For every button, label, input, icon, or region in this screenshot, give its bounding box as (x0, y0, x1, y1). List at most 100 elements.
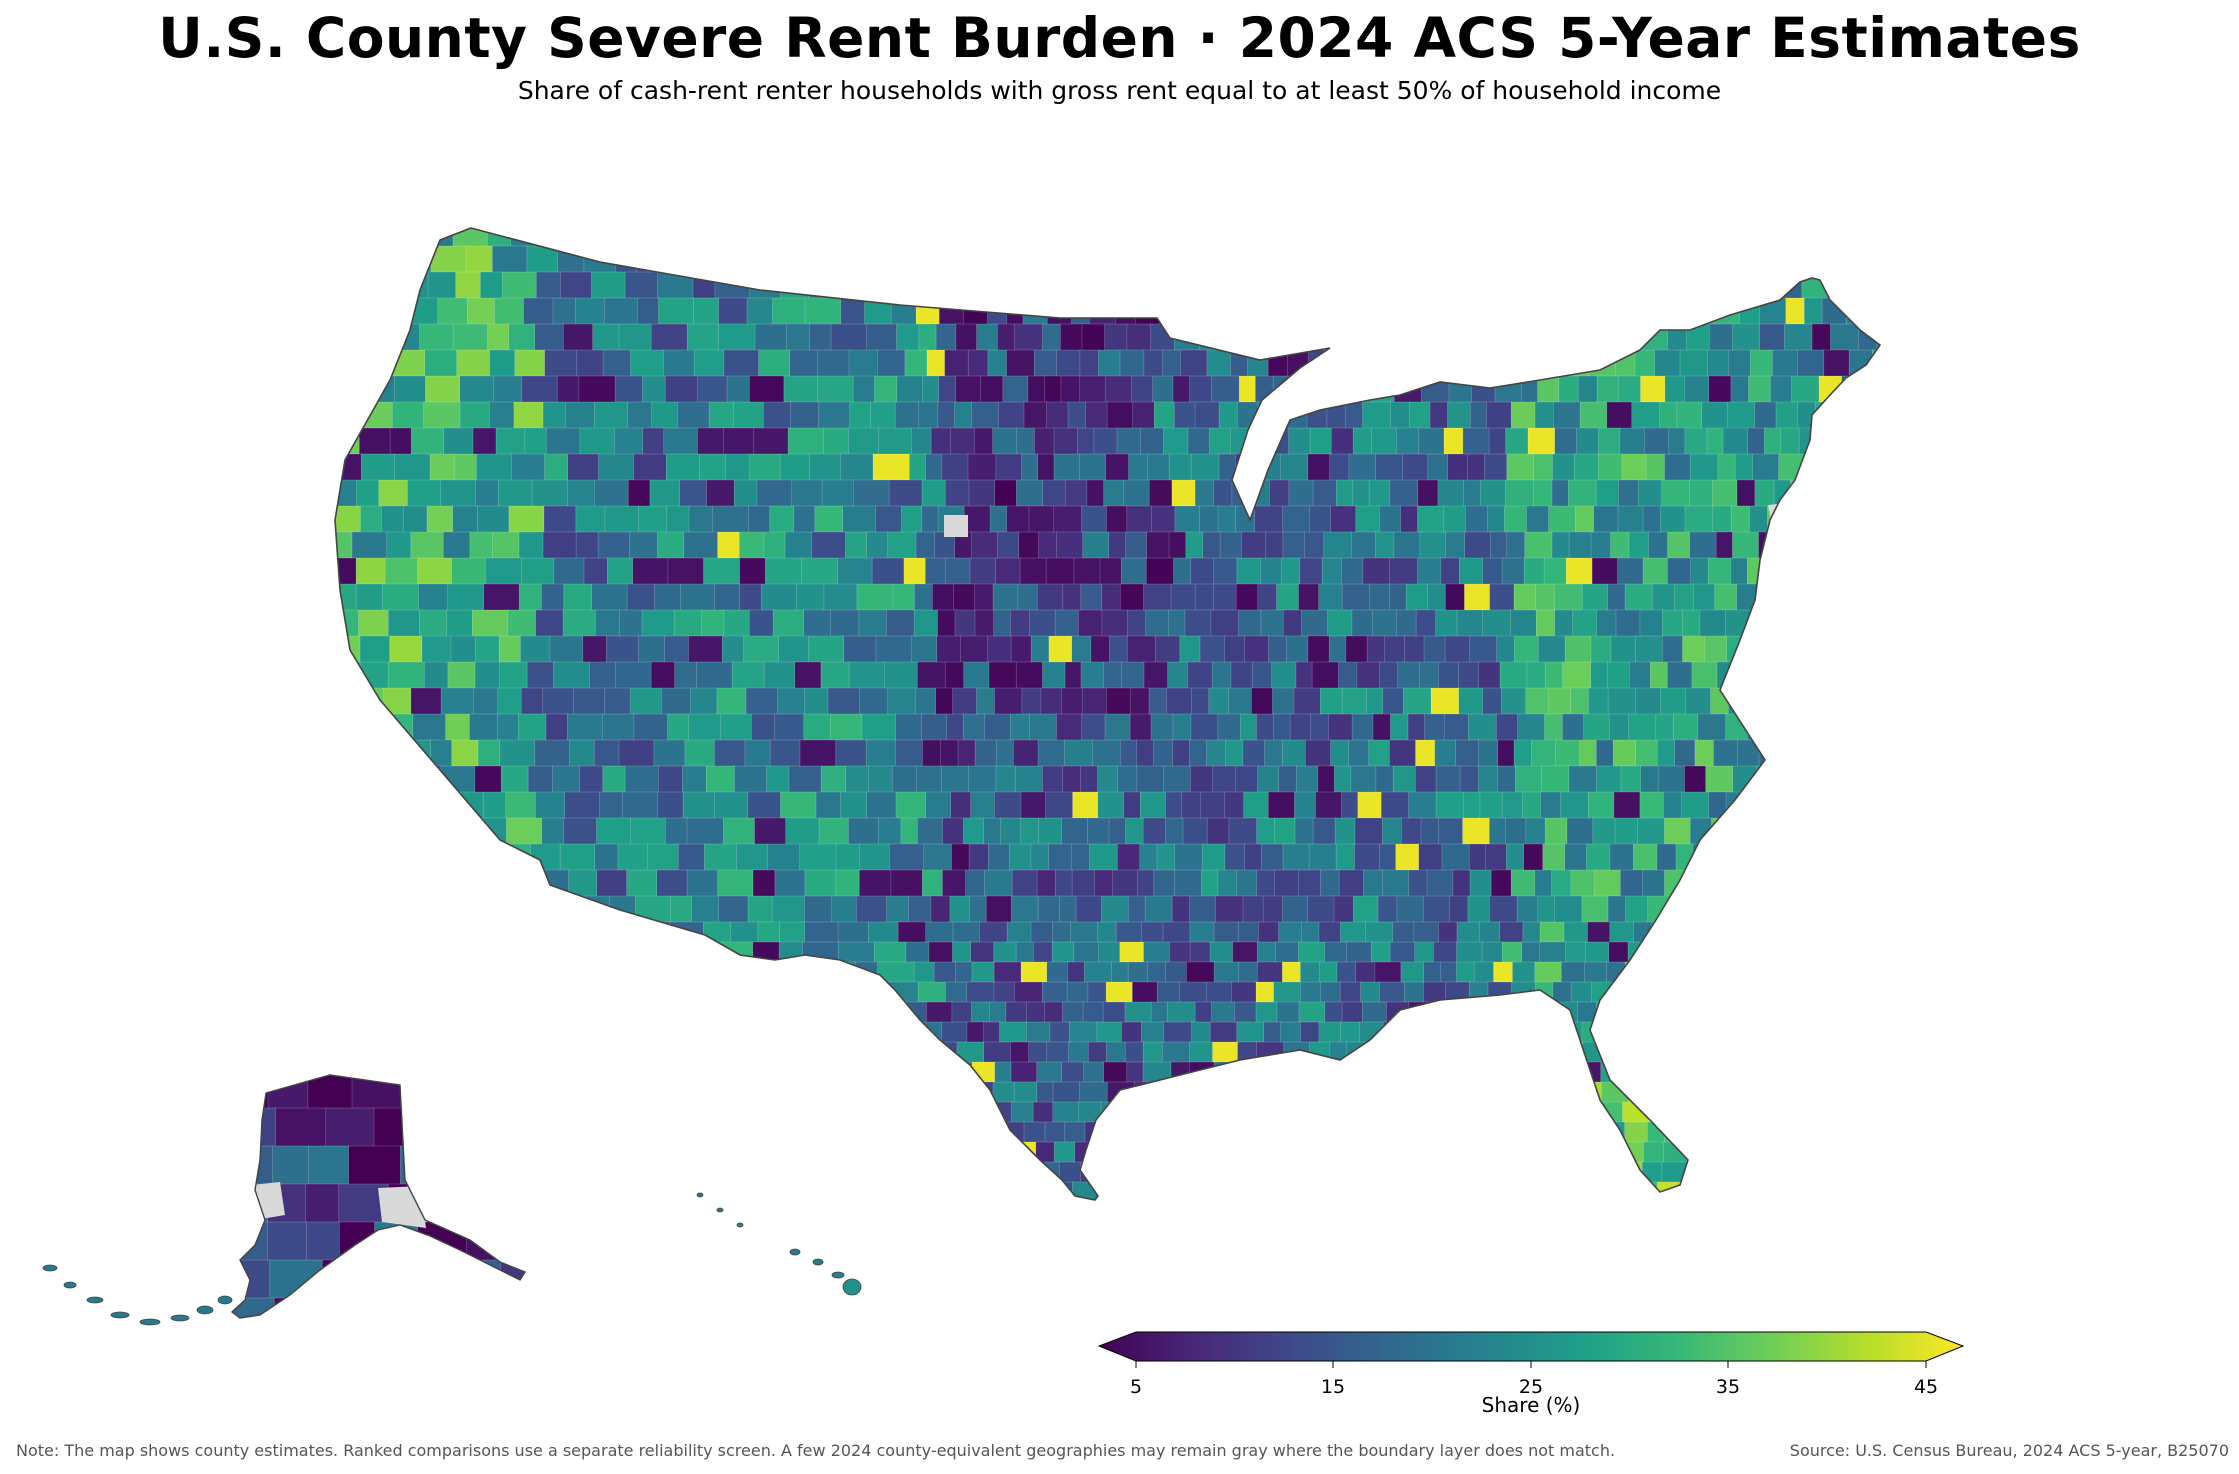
county-cell (1143, 349, 1164, 377)
county-cell (1323, 531, 1352, 559)
county-cell (908, 895, 932, 923)
county-cell (1261, 843, 1284, 871)
county-cell (1123, 791, 1141, 819)
county-cell (1833, 1061, 1858, 1083)
county-cell (714, 791, 749, 819)
county-cell (949, 895, 971, 923)
county-cell (1761, 1161, 1787, 1183)
county-cell (521, 557, 555, 585)
county-cell (1867, 1021, 1880, 1043)
county-cell (656, 869, 688, 897)
county-cell (642, 375, 666, 403)
county-cell (716, 1141, 748, 1163)
county-cell (1068, 1041, 1089, 1063)
county-cell (1123, 479, 1150, 507)
county-cell (1663, 1021, 1686, 1043)
county-cell (1617, 505, 1644, 533)
county-cell (1769, 1121, 1797, 1143)
county-cell (726, 228, 752, 247)
county-cell (1732, 765, 1758, 793)
county-cell (1330, 427, 1354, 455)
county-cell (1396, 609, 1417, 637)
county-cell (937, 401, 956, 429)
county-cell (1596, 1001, 1625, 1023)
county-cell (983, 817, 1002, 845)
county-cell (1555, 739, 1581, 767)
county-cell (1135, 297, 1161, 325)
county-cell (1616, 1161, 1643, 1183)
colorbar-tick: 15 (1320, 1376, 1346, 1398)
county-cell (1433, 1081, 1457, 1103)
county-cell (1675, 961, 1693, 983)
county-cell (568, 961, 606, 983)
county-cell (427, 271, 457, 299)
county-cell (1855, 228, 1874, 247)
county-cell (1651, 583, 1676, 611)
county-cell (1623, 1021, 1646, 1043)
county-cell (1006, 921, 1032, 943)
county-cell (1489, 895, 1518, 923)
county-cell (1434, 1141, 1463, 1163)
county-cell (739, 557, 766, 585)
county-cell (1747, 635, 1767, 663)
county-cell (1219, 1081, 1238, 1103)
county-cell (1714, 583, 1738, 611)
county-cell (1212, 1041, 1239, 1063)
county-cell (974, 739, 997, 767)
county-cell (1443, 505, 1466, 533)
county-cell (1354, 323, 1374, 351)
county-cell (1778, 453, 1806, 481)
county-cell (1062, 1001, 1084, 1023)
county-cell (563, 583, 593, 611)
county-cell (803, 609, 831, 637)
county-cell (542, 531, 577, 559)
county-cell (469, 1183, 502, 1223)
county-cell (794, 661, 822, 689)
county-cell (1437, 479, 1465, 507)
county-cell (1872, 297, 1880, 325)
county-cell (922, 869, 944, 897)
county-cell (394, 453, 431, 481)
county-cell (549, 635, 584, 663)
county-cell (1584, 961, 1608, 983)
county-cell (1813, 895, 1832, 923)
county-cell (941, 1021, 968, 1043)
county-cell (649, 1101, 682, 1123)
county-cell (1289, 713, 1312, 741)
county-cell (1751, 1101, 1775, 1123)
county-cell (1401, 817, 1422, 845)
county-cell (1820, 817, 1846, 845)
county-cell (636, 1141, 669, 1163)
county-cell (701, 609, 725, 637)
county-cell (1455, 739, 1480, 767)
county-cell (945, 981, 968, 1003)
county-cell (938, 375, 957, 403)
county-cell (412, 765, 441, 793)
county-cell (1403, 687, 1432, 715)
county-cell (1478, 765, 1498, 793)
county-cell (1199, 1081, 1221, 1103)
county-cell (1300, 961, 1321, 983)
county-cell (849, 401, 872, 429)
county-cell (884, 661, 918, 689)
county-cell (1049, 1181, 1073, 1200)
county-cell (1674, 1041, 1693, 1063)
county-cell (1127, 1161, 1149, 1183)
county-cell (1641, 323, 1669, 351)
county-cell (867, 921, 899, 943)
county-cell (1816, 713, 1836, 741)
county-cell (472, 1075, 516, 1109)
county-cell (232, 1297, 275, 1318)
county-cell (1228, 687, 1252, 715)
county-cell (591, 1141, 615, 1163)
county-cell (928, 941, 954, 963)
county-cell (412, 713, 447, 741)
county-cell (1142, 1061, 1172, 1083)
county-cell (1282, 609, 1303, 637)
county-cell (929, 1141, 952, 1163)
county-cell (1772, 1021, 1800, 1043)
county-cell (1070, 921, 1099, 943)
county-cell (335, 1021, 365, 1043)
county-cell (1635, 687, 1662, 715)
